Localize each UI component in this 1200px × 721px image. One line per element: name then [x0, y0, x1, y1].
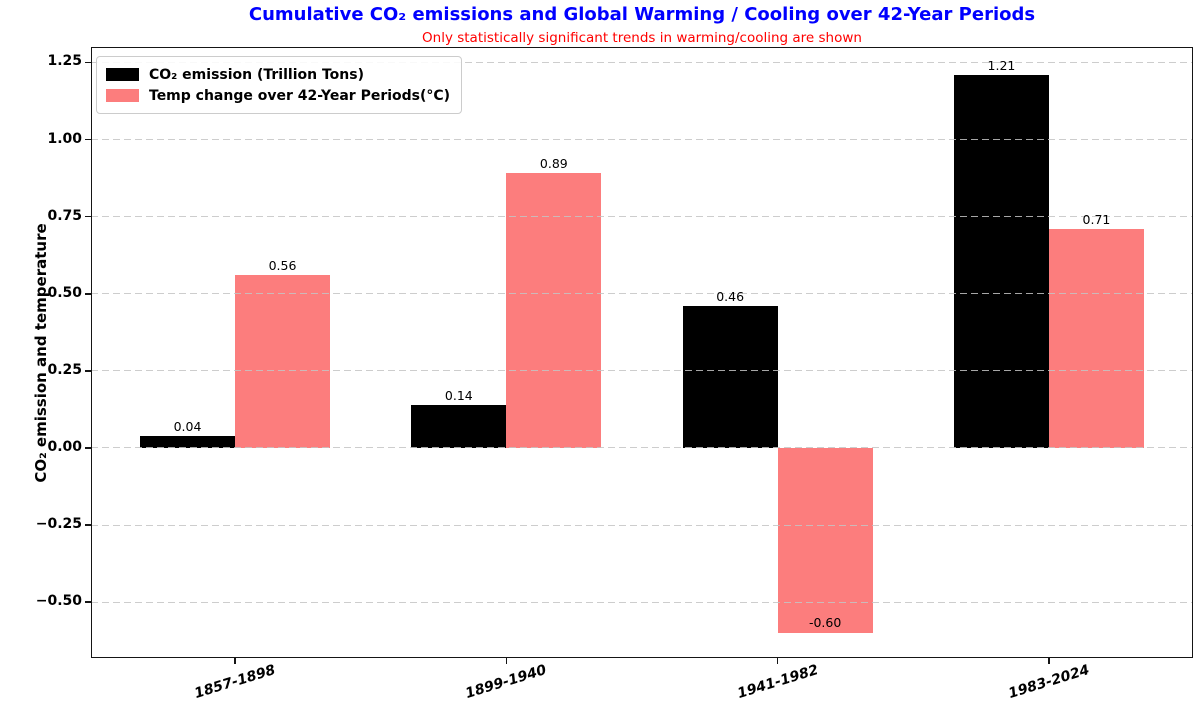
x-tick-label-1899-1940: 1899-1940 [463, 662, 549, 702]
x-tick-mark [505, 658, 508, 664]
gridline-y-0.25 [91, 370, 1193, 372]
x-tick-mark [1048, 658, 1050, 664]
legend-item-co2: CO₂ emission (Trillion Tons) [106, 64, 450, 85]
legend-swatch-co2 [106, 68, 139, 81]
y-tick-mark [85, 138, 91, 141]
bar-value-label-temp-1983-2024: 0.71 [1082, 211, 1111, 227]
y-tick-label: −0.25 [35, 516, 82, 533]
x-tick-mark [234, 658, 236, 664]
bar-temp-1983-2024 [1048, 228, 1144, 448]
bar-value-label-co2-1941-1982: 0.46 [716, 289, 745, 305]
plot-area: CO₂ emission (Trillion Tons) Temp change… [36, 47, 1193, 702]
gridline-y-0.00 [91, 447, 1193, 449]
bar-temp-1857-1898 [235, 275, 331, 448]
y-tick-label: 0.75 [47, 207, 82, 224]
bar-temp-1899-1940 [506, 173, 602, 448]
bar-temp-1941-1982 [777, 447, 873, 633]
legend-label-temp: Temp change over 42-Year Periods(°C) [149, 87, 451, 104]
y-tick-label: 0.50 [47, 284, 82, 301]
chart-subtitle: Only statistically significant trends in… [422, 30, 862, 46]
y-tick-mark [85, 524, 91, 526]
y-tick-mark [85, 370, 91, 372]
x-tick-label-1983-2024: 1983-2024 [1006, 662, 1092, 702]
x-tick-label-1941-1982: 1941-1982 [735, 662, 821, 702]
y-tick-mark [85, 61, 91, 64]
gridline-y-1.00 [91, 139, 1193, 141]
chart-title: Cumulative CO₂ emissions and Global Warm… [248, 4, 1036, 25]
bar-value-label-temp-1899-1940: 0.89 [539, 156, 568, 172]
bar-co2-1899-1940 [411, 404, 507, 448]
y-tick-mark [85, 601, 91, 603]
gridline-y-1.25 [91, 61, 1193, 63]
x-tick-mark [776, 658, 779, 664]
legend: CO₂ emission (Trillion Tons) Temp change… [96, 56, 463, 114]
y-tick-label: 0.00 [47, 438, 82, 455]
bar-value-label-temp-1857-1898: 0.56 [268, 258, 297, 274]
bar-value-label-co2-1899-1940: 0.14 [444, 387, 473, 403]
bar-co2-1983-2024 [953, 74, 1049, 448]
y-tick-label: 1.00 [47, 130, 82, 147]
gridline-y-0.50 [91, 293, 1193, 295]
legend-swatch-temp [106, 89, 139, 102]
bar-value-label-co2-1983-2024: 1.21 [987, 57, 1016, 73]
gridline-y-−0.50 [91, 601, 1193, 603]
gridline-y-0.75 [91, 216, 1193, 218]
bar-value-label-co2-1857-1898: 0.04 [173, 418, 202, 434]
bar-co2-1941-1982 [682, 306, 778, 448]
y-tick-label: 0.25 [47, 361, 82, 378]
gridline-y-−0.25 [91, 524, 1193, 526]
legend-label-co2: CO₂ emission (Trillion Tons) [149, 66, 364, 83]
x-tick-label-1857-1898: 1857-1898 [192, 662, 278, 702]
y-tick-label: 1.25 [47, 53, 82, 70]
y-tick-mark [85, 215, 91, 218]
legend-item-temp: Temp change over 42-Year Periods(°C) [106, 85, 450, 106]
bar-value-label-temp-1941-1982: -0.60 [808, 615, 842, 631]
y-tick-label: −0.50 [35, 593, 82, 610]
y-tick-mark [85, 447, 91, 449]
bar-co2-1857-1898 [140, 435, 236, 448]
y-tick-mark [85, 292, 91, 295]
